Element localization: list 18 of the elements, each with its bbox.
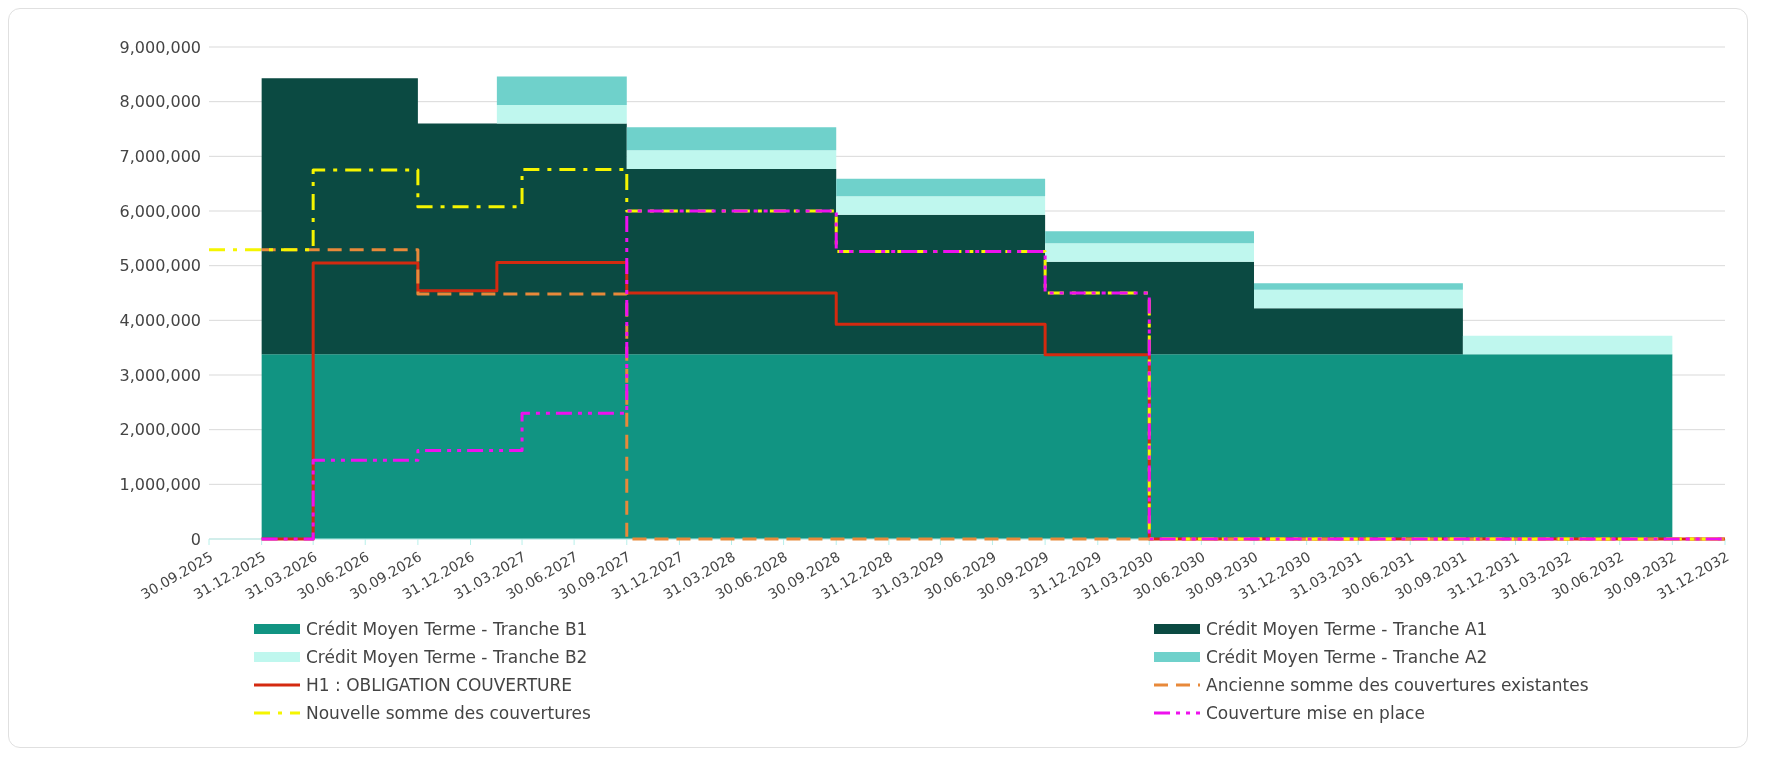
legend-label: Crédit Moyen Terme - Tranche B2	[306, 647, 588, 667]
y-tick-label: 6,000,000	[119, 201, 201, 221]
y-tick-label: 8,000,000	[119, 92, 201, 112]
y-tick-label: 4,000,000	[119, 311, 201, 331]
y-tick-label: 9,000,000	[119, 37, 201, 57]
legend-label: Couverture mise en place	[1206, 703, 1425, 723]
y-tick-label: 2,000,000	[119, 420, 201, 440]
legend-label: Nouvelle somme des couvertures	[306, 703, 591, 723]
legend-label: Crédit Moyen Terme - Tranche B1	[306, 619, 588, 639]
y-tick-label: 1,000,000	[119, 475, 201, 495]
legend-label: H1 : OBLIGATION COUVERTURE	[306, 675, 573, 695]
legend-label: Ancienne somme des couvertures existantes	[1206, 675, 1589, 695]
legend-label: Crédit Moyen Terme - Tranche A1	[1206, 619, 1488, 639]
y-tick-label: 3,000,000	[119, 365, 201, 385]
legend-label: Crédit Moyen Terme - Tranche A2	[1206, 647, 1488, 667]
y-tick-label: 5,000,000	[119, 256, 201, 276]
y-tick-label: 0	[190, 529, 201, 549]
y-tick-label: 7,000,000	[119, 147, 201, 167]
